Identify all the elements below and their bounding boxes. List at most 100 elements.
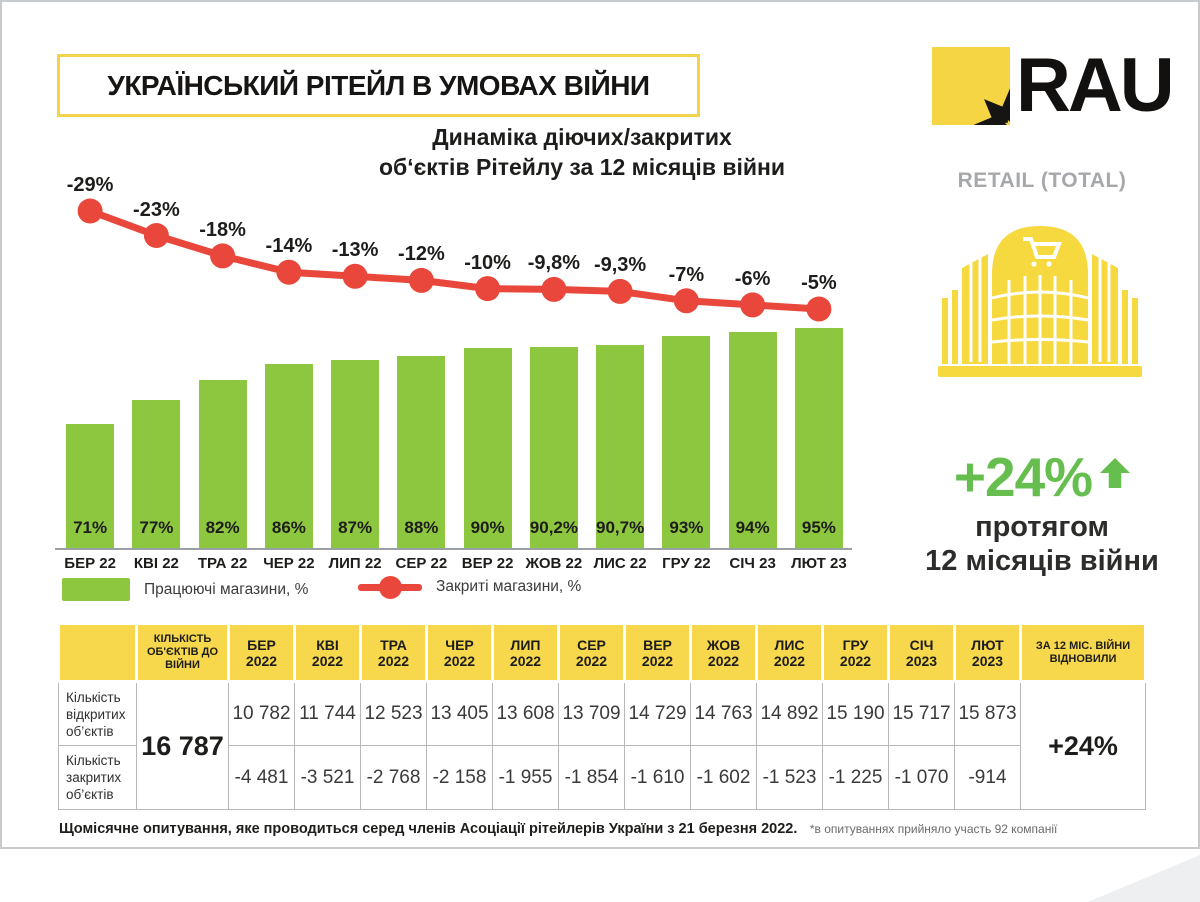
table-cell: 14 763 (690, 681, 757, 746)
line-point (607, 278, 633, 304)
closed-stores-line (77, 198, 832, 322)
row-label-cell: Кількість відкритих об’єктів (58, 681, 137, 746)
table-cell: -1 955 (492, 745, 559, 810)
bar-value-label: 77% (139, 518, 174, 537)
table-cell: 15 717 (888, 681, 955, 746)
participants-note: *в опитуваннях прийняло участь 92 компан… (809, 822, 1058, 836)
x-axis-label: ЧЕР 22 (263, 555, 315, 572)
table-cell: 13 709 (558, 681, 625, 746)
month-year: 2022 (509, 652, 542, 669)
monthly-data-table: КІЛЬКІСТЬ ОБ'ЄКТІВ ДО ВІЙНИ БЕР 2022 КВІ 202… (57, 622, 1147, 810)
stat-block: +24% протягом 12 місяців війни (907, 445, 1177, 578)
month-header-cell: ЛЮТ 2023 (953, 622, 1022, 683)
prewar-total-cell: 16 787 (136, 681, 229, 810)
month-year: 2022 (707, 652, 740, 669)
legend-item-open-stores: Працюючі магазини, % (62, 578, 308, 601)
month-header-cell: ЖОВ 2022 (689, 622, 758, 683)
table-cell: -914 (954, 745, 1021, 810)
bar-value-label: 82% (205, 518, 240, 537)
table-cell: -1 854 (558, 745, 625, 810)
month-header-cell: ЛИС 2022 (755, 622, 824, 683)
line-point (143, 223, 169, 248)
bar-value-label: 86% (271, 518, 306, 537)
month-year: 2022 (377, 652, 410, 669)
legend-label: Працюючі магазини, % (144, 580, 309, 598)
month-header-cell: ЧЕР 2022 (425, 622, 494, 683)
month-name: ЖОВ (706, 636, 741, 653)
line-point (740, 292, 766, 318)
mall-building-icon (938, 226, 1142, 377)
shopping-cart-icon (1023, 237, 1062, 267)
table-cell: -1 610 (624, 745, 691, 810)
line-value-label: -23% (133, 198, 180, 221)
bar-value-label: 71% (73, 518, 108, 537)
month-header-cell: ВЕР 2022 (623, 622, 692, 683)
table-cell: 13 405 (426, 681, 493, 746)
stat-caption-line2: 12 місяців війни (925, 545, 1159, 577)
bar-ЛИС 22 (596, 345, 645, 548)
month-header-cell: КВІ 2022 (293, 622, 362, 683)
line-value-label: -6% (734, 267, 771, 290)
prewar-count-header: КІЛЬКІСТЬ ОБ'ЄКТІВ ДО ВІЙНИ (135, 622, 230, 683)
month-year: 2022 (311, 652, 344, 669)
table-cell: -1 602 (690, 745, 757, 810)
red-line-dot-marker (358, 575, 422, 599)
month-year: 2022 (641, 652, 674, 669)
table-cell: 15 190 (822, 681, 889, 746)
month-year: 2023 (971, 652, 1004, 669)
x-axis-label: КВІ 22 (133, 555, 179, 572)
table-head: КІЛЬКІСТЬ ОБ'ЄКТІВ ДО ВІЙНИ БЕР 2022 КВІ 202… (57, 622, 1147, 683)
x-axis-line (55, 548, 852, 550)
line-value-label: -7% (668, 263, 705, 286)
footer-note: Щомісячне опитування, яке проводиться се… (59, 820, 1159, 838)
legend-item-closed-stores: Закриті магазини, % (358, 575, 581, 599)
recovered-header: ЗА 12 МІС. ВІЙНИ ВІДНОВИЛИ (1019, 622, 1147, 683)
line-value-label: -10% (464, 251, 511, 274)
month-name: ЛИП (510, 636, 541, 653)
bar-ЖОВ 22 (529, 347, 578, 548)
table-row: Кількість відкритих об’єктів 16 787 10 782… (58, 681, 1146, 810)
recovered-total-cell: +24% (1020, 681, 1146, 810)
bar-СІЧ 23 (728, 332, 777, 548)
x-axis-label: ЛИП 22 (328, 555, 382, 572)
bar-value-label: 90,7% (595, 518, 645, 537)
chart-title-line1: Динаміка діючих/закритих (432, 124, 732, 150)
month-name: ЛЮТ (971, 636, 1004, 653)
bar-value-label: 95% (801, 518, 836, 537)
chart-title: Динаміка діючих/закритих об‘єктів Рітейл… (302, 122, 862, 182)
month-name: ЛИС (774, 636, 805, 653)
table-cell: 13 608 (492, 681, 559, 746)
month-name: КВІ (316, 636, 339, 653)
month-name: СІЧ (909, 636, 934, 653)
line-point (408, 267, 434, 293)
green-bar-swatch (62, 578, 130, 601)
x-axis-label: ТРА 22 (197, 555, 248, 572)
bar-value-label: 87% (338, 518, 373, 537)
line-value-label: -5% (801, 272, 837, 294)
retail-combo-chart: 71% БЕР 22 -29% 77% КВІ 22 -23% 82% ТРА 22 -18% 8… (55, 167, 852, 572)
table-cell: -1 070 (888, 745, 955, 810)
x-axis-label: ГРУ 22 (662, 555, 711, 572)
logo-wordmark: RAU (1016, 43, 1175, 128)
bar-value-label: 94% (735, 518, 770, 537)
x-axis-label: ВЕР 22 (461, 555, 514, 572)
retail-total-heading: RETAIL (TOTAL) (957, 169, 1127, 192)
line-point (475, 276, 501, 302)
month-name: БЕР (247, 636, 276, 653)
up-arrow-icon (1100, 458, 1131, 488)
line-point (342, 263, 368, 289)
month-year: 2022 (839, 652, 872, 669)
line-point (210, 243, 236, 269)
bar-БЕР 22 (66, 424, 115, 548)
month-header-cell: БЕР 2022 (227, 622, 296, 683)
line-value-label: -13% (331, 239, 379, 262)
survey-note: Щомісячне опитування, яке проводиться се… (59, 821, 798, 837)
x-axis-label: СЕР 22 (395, 555, 448, 572)
line-point (673, 288, 699, 314)
x-axis-label: СІЧ 23 (729, 555, 776, 572)
rau-logo: RAU (932, 43, 1175, 128)
x-axis-label: БЕР 22 (64, 555, 116, 572)
month-header-cell: СЕР 2022 (557, 622, 626, 683)
bar-ГРУ 22 (662, 336, 711, 548)
x-axis-label: ЖОВ 22 (525, 555, 583, 572)
